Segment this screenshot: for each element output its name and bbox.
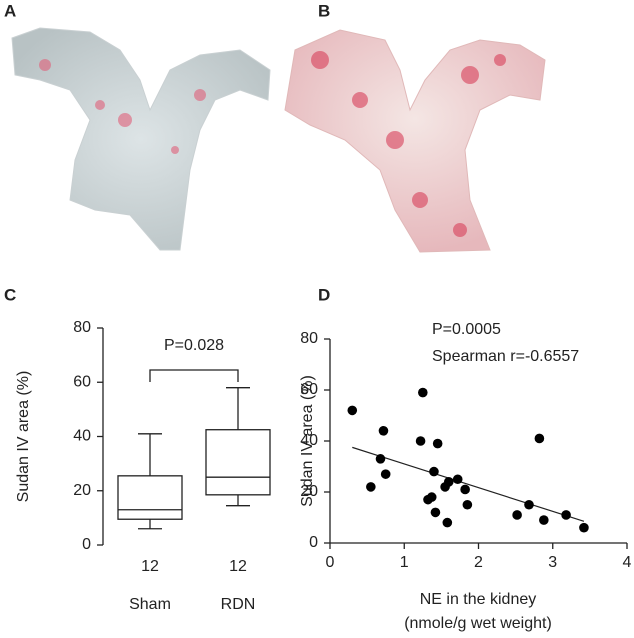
point <box>534 433 545 444</box>
x-tick-label: 0 <box>326 554 335 571</box>
photo-aorta-a <box>11 27 271 251</box>
y-tick-label: 0 <box>309 534 318 551</box>
panel-label: A <box>4 1 16 20</box>
point <box>442 517 453 528</box>
y-tick-label: 60 <box>73 373 91 390</box>
panel-label: D <box>318 285 330 304</box>
point <box>430 507 441 518</box>
annotation: Spearman r=-0.6557 <box>432 348 579 365</box>
y-tick-label: 20 <box>73 482 91 499</box>
y-tick-label: 20 <box>300 483 318 500</box>
y-tick-label: 60 <box>300 381 318 398</box>
point <box>347 405 358 416</box>
point <box>378 426 389 436</box>
panel-label: C <box>4 285 16 304</box>
n-label: 12 <box>229 558 247 575</box>
box <box>117 475 183 520</box>
annotation: P=0.028 <box>164 337 224 354</box>
y-tick-label: 0 <box>82 536 91 553</box>
x-tick-label: 2 <box>474 554 483 571</box>
point <box>460 484 470 495</box>
point <box>375 454 386 464</box>
point <box>462 499 473 510</box>
point <box>426 492 437 502</box>
point <box>452 474 463 485</box>
y-axis-title: Sudan IV area (%) <box>299 375 316 507</box>
y-tick-label: 80 <box>300 330 318 347</box>
x-tick-label: 1 <box>400 554 409 571</box>
point <box>444 477 454 487</box>
point <box>380 469 391 479</box>
point <box>429 466 439 477</box>
n-label: 12 <box>141 558 159 575</box>
x-tick-label: RDN <box>221 596 256 613</box>
fit-line <box>352 446 585 522</box>
point <box>524 499 534 510</box>
point <box>432 438 443 449</box>
annotation: P=0.0005 <box>432 321 501 338</box>
point <box>512 510 522 520</box>
point <box>539 515 549 525</box>
point <box>561 510 571 520</box>
y-tick-label: 40 <box>73 428 91 445</box>
y-tick-label: 40 <box>300 432 318 449</box>
x-tick-label: Sham <box>129 596 171 613</box>
panel-label: B <box>318 1 330 20</box>
photo-stain <box>39 59 206 154</box>
x-axis-title: NE in the kidney <box>420 591 537 608</box>
point <box>415 436 426 446</box>
x-tick-label: 3 <box>548 554 557 571</box>
x-axis-title: (nmole/g wet weight) <box>404 615 552 632</box>
photo-aorta-b <box>284 29 546 253</box>
y-axis-title: Sudan IV area (%) <box>15 371 32 503</box>
box <box>205 429 271 496</box>
point <box>418 387 428 398</box>
point <box>366 482 376 492</box>
y-tick-label: 80 <box>73 319 91 336</box>
photo-stain <box>311 51 506 237</box>
x-tick-label: 4 <box>623 554 632 571</box>
significance-bracket <box>149 369 239 382</box>
point <box>579 522 589 533</box>
